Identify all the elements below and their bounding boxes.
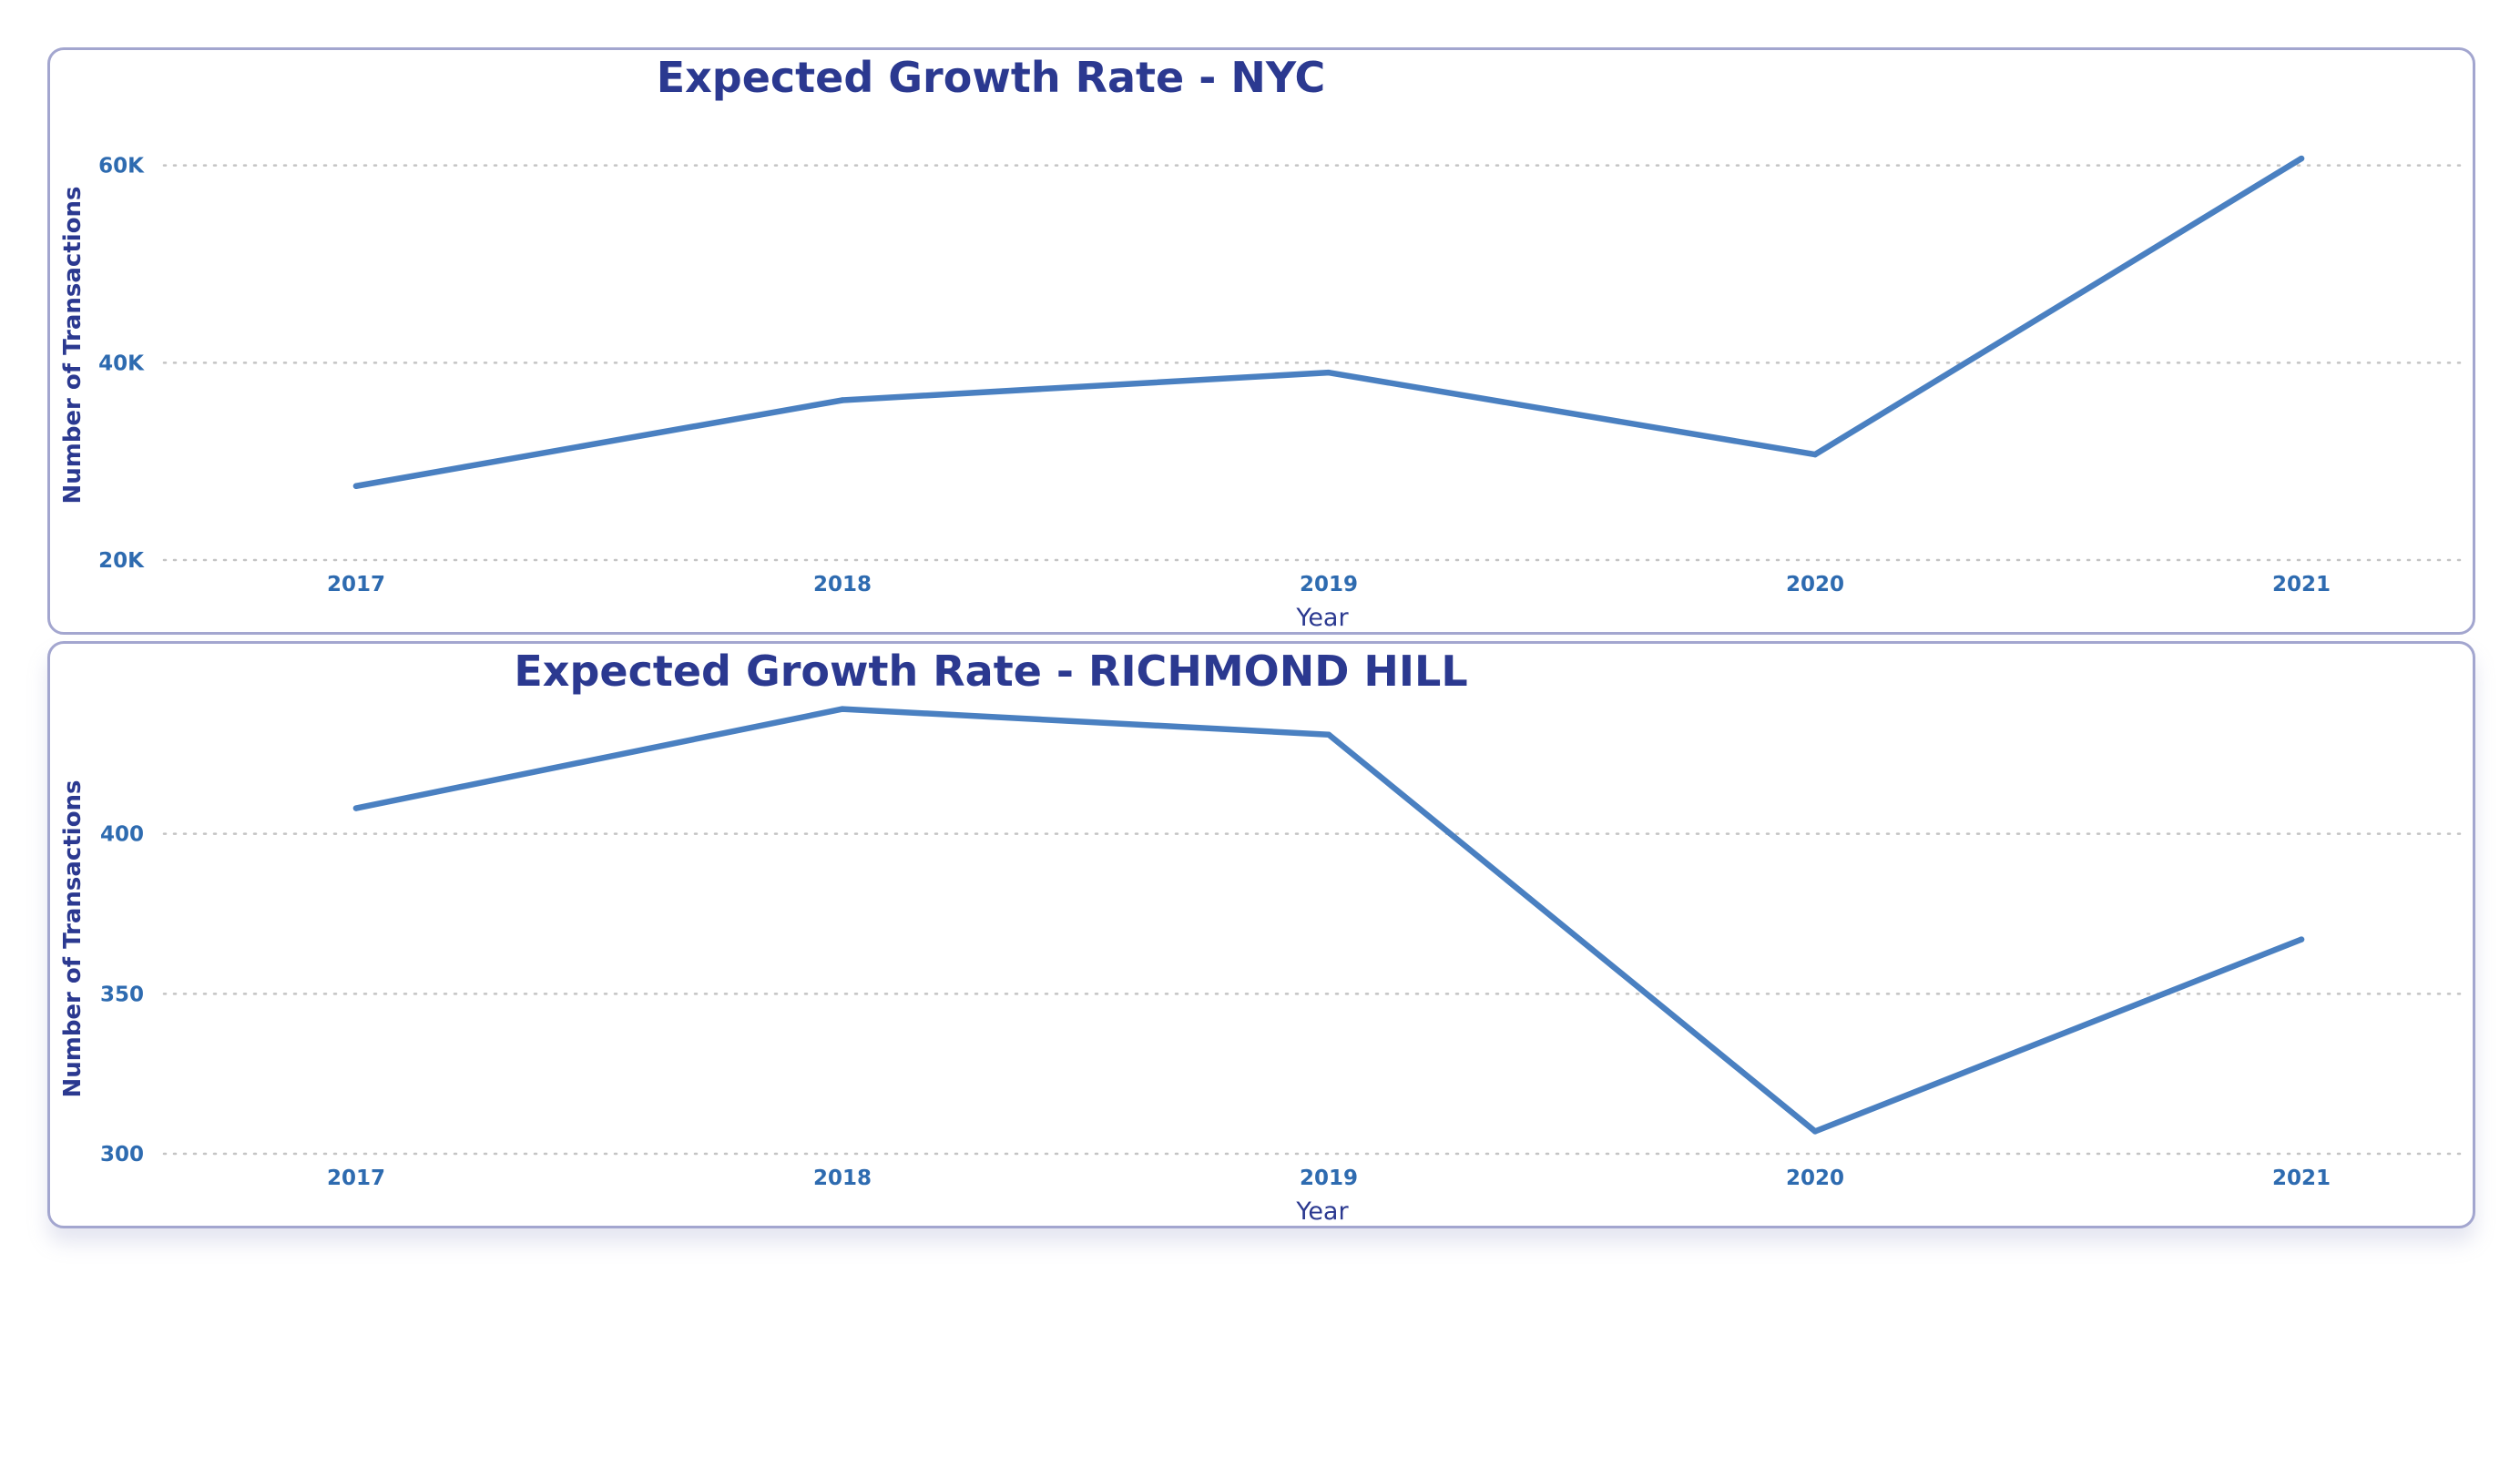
y-tick-label: 60K bbox=[98, 155, 145, 178]
grid-layer bbox=[162, 164, 2470, 562]
x-tick-label: 2017 bbox=[327, 1167, 385, 1190]
data-point bbox=[1325, 369, 1332, 376]
y-tick-label: 400 bbox=[100, 823, 144, 847]
y-axis-title: Number of Transactions bbox=[59, 186, 87, 504]
data-point bbox=[352, 805, 360, 811]
data-point bbox=[839, 706, 846, 712]
x-tick-label: 2021 bbox=[2272, 1167, 2331, 1190]
y-tick-label: 40K bbox=[98, 352, 145, 375]
x-tick-label: 2017 bbox=[327, 573, 385, 596]
data-point bbox=[1811, 1128, 1819, 1135]
data-point bbox=[1325, 731, 1332, 738]
x-tick-label: 2020 bbox=[1786, 573, 1844, 596]
marks-layer bbox=[352, 155, 2305, 489]
x-tick-label: 2019 bbox=[1300, 1167, 1358, 1190]
x-tick-label: 2018 bbox=[813, 1167, 872, 1190]
y-tick-label: 300 bbox=[100, 1143, 144, 1167]
nyc-chart: Expected Growth Rate - NYC Number of Tra… bbox=[59, 53, 2470, 632]
data-point bbox=[839, 397, 846, 403]
data-point bbox=[2298, 155, 2305, 162]
data-point bbox=[2298, 936, 2305, 942]
grid-layer bbox=[162, 832, 2470, 1156]
y-axis-title: Number of Transactions bbox=[59, 779, 87, 1097]
tick-layer: 20K 40K 60K 2017 2018 2019 2020 2021 bbox=[98, 155, 2331, 596]
data-point bbox=[1811, 451, 1819, 458]
series-line bbox=[352, 155, 2305, 489]
chart-title: Expected Growth Rate - RICHMOND HILL bbox=[514, 647, 1467, 696]
chart-title: Expected Growth Rate - NYC bbox=[657, 53, 1326, 102]
nyc-chart-panel: Expected Growth Rate - NYC Number of Tra… bbox=[47, 47, 2475, 635]
x-axis-title: Year bbox=[1295, 604, 1349, 632]
y-tick-label: 20K bbox=[98, 549, 145, 573]
x-axis-title: Year bbox=[1295, 1197, 1349, 1226]
data-point bbox=[352, 483, 360, 489]
richmond-hill-chart: Expected Growth Rate - RICHMOND HILL Num… bbox=[59, 647, 2470, 1226]
marks-layer bbox=[352, 706, 2305, 1135]
y-tick-label: 350 bbox=[100, 983, 144, 1006]
richmond-hill-chart-panel: Expected Growth Rate - RICHMOND HILL Num… bbox=[47, 641, 2475, 1228]
x-tick-label: 2019 bbox=[1300, 573, 1358, 596]
x-tick-label: 2018 bbox=[813, 573, 872, 596]
x-tick-label: 2020 bbox=[1786, 1167, 1844, 1190]
x-tick-label: 2021 bbox=[2272, 573, 2331, 596]
tick-layer: 300 350 400 2017 2018 2019 2020 2021 bbox=[100, 823, 2331, 1190]
series-line bbox=[352, 706, 2305, 1135]
